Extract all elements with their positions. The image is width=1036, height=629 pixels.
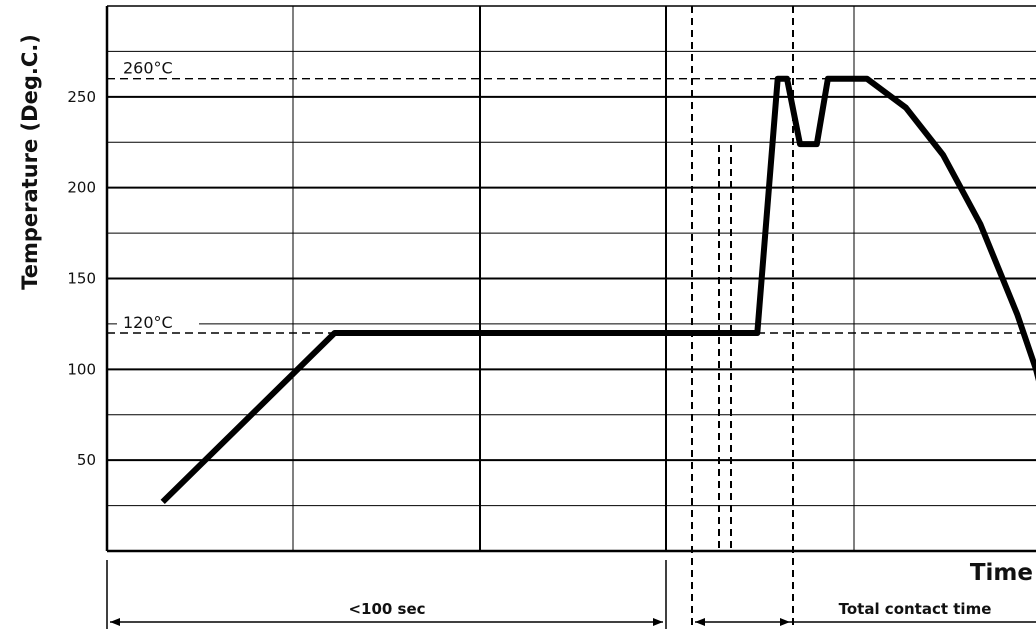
temperature-curve [160,75,1036,505]
time-annotations: <100 sec Total contact time [106,560,1036,629]
plot-frame [105,5,1036,553]
reference-label-bg [117,58,199,76]
reference-lines: 260°C 120°C [107,58,1036,334]
arrowhead-right [653,618,663,626]
reference-label-bg [117,313,199,330]
y-tick-labels: 50 100 150 200 250 [67,88,96,469]
y-axis-label: Temperature (Deg.C.) [18,34,42,290]
arrowhead-left [110,618,120,626]
arrowhead-right [780,618,790,626]
series-line [160,75,1036,505]
y-tick-label: 250 [67,88,96,106]
annotation-preheat-time: <100 sec [348,600,425,618]
y-tick-label: 200 [67,179,96,197]
grid [107,6,1036,628]
arrowhead-left [695,618,705,626]
reference-label: 260°C [123,59,173,78]
y-tick-label: 150 [67,270,96,288]
y-tick-label: 50 [77,451,96,469]
reference-label: 120°C [123,313,173,332]
x-axis-label: Time [970,560,1033,586]
annotation-contact-time: Total contact time [839,600,992,618]
y-tick-label: 100 [67,360,96,378]
